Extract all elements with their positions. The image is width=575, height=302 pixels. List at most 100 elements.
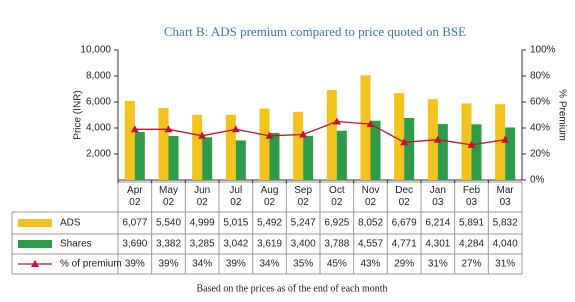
value-label: 34% — [259, 259, 279, 270]
value-label: 6,214 — [425, 218, 450, 229]
y2-tick-label: 100% — [530, 45, 556, 56]
value-label: 6,679 — [392, 218, 417, 229]
marker — [198, 131, 207, 139]
value-label: 5,891 — [459, 218, 484, 229]
value-label: 39% — [125, 259, 145, 270]
x-tick-label: Jan 03 — [429, 185, 446, 208]
x-tick-label: Jul 02 — [229, 185, 243, 208]
x-tick-label: May 02 — [159, 185, 178, 208]
legend-label: Shares — [60, 239, 92, 250]
y2-tick-label: 60% — [530, 97, 550, 108]
value-label: 5,247 — [291, 218, 316, 229]
y-tick-label: 2,000 — [86, 149, 111, 160]
x-tick-label: Aug 02 — [260, 185, 279, 208]
bar — [495, 104, 506, 180]
value-label: 6,077 — [122, 218, 147, 229]
bar — [360, 75, 371, 180]
y-tick-label: 10,000 — [80, 45, 111, 56]
y-tick-label: 4,000 — [86, 123, 111, 134]
bar — [505, 127, 516, 180]
legend-label: ADS — [60, 218, 81, 229]
marker — [400, 138, 409, 146]
x-tick-label: Nov 02 — [361, 185, 380, 208]
marker — [332, 117, 341, 125]
y2-tick-label: 40% — [530, 123, 550, 134]
bar — [461, 103, 472, 180]
value-label: 5,540 — [156, 218, 181, 229]
value-label: 4,999 — [190, 218, 215, 229]
value-label: 27% — [461, 259, 481, 270]
value-label: 39% — [158, 259, 178, 270]
value-label: 3,619 — [257, 239, 282, 250]
legend-label: % of premium — [60, 259, 122, 270]
bar — [293, 111, 304, 180]
marker — [433, 135, 442, 143]
value-label: 4,557 — [358, 239, 383, 250]
bar — [303, 135, 314, 180]
legend-swatch — [18, 240, 52, 248]
value-label: 3,382 — [156, 239, 181, 250]
x-tick-label: Sep 02 — [294, 185, 313, 208]
y-tick-label: 8,000 — [86, 71, 111, 82]
bar — [225, 114, 236, 180]
marker — [164, 125, 173, 133]
bar — [235, 140, 246, 180]
x-tick-label: Feb 03 — [462, 185, 481, 208]
y-axis-label: Price (INR) — [73, 90, 84, 139]
bar — [202, 137, 213, 180]
value-label: 29% — [394, 259, 414, 270]
x-tick-label: Mar 03 — [496, 185, 514, 208]
value-label: 31% — [428, 259, 448, 270]
bar — [394, 93, 405, 180]
value-label: 3,788 — [324, 239, 349, 250]
line — [134, 120, 506, 146]
x-tick-label: Oct 02 — [329, 185, 345, 208]
value-label: 3,400 — [291, 239, 316, 250]
value-label: 39% — [226, 259, 246, 270]
value-label: 35% — [293, 259, 313, 270]
bar — [336, 130, 347, 180]
bar — [326, 89, 337, 180]
bar — [437, 124, 448, 180]
value-label: 5,492 — [257, 218, 282, 229]
bar — [192, 115, 203, 180]
note: Based on the prices as of the end of eac… — [196, 283, 387, 294]
value-label: 34% — [192, 259, 212, 270]
bar — [259, 108, 270, 180]
bar — [134, 132, 145, 180]
value-label: 3,690 — [122, 239, 147, 250]
marker — [231, 125, 240, 133]
value-label: 4,284 — [459, 239, 484, 250]
value-label: 45% — [327, 259, 347, 270]
x-tick-label: Apr 02 — [127, 185, 143, 208]
marker — [265, 131, 274, 139]
value-label: 6,925 — [324, 218, 349, 229]
marker — [467, 140, 476, 148]
y2-tick-label: 0% — [530, 175, 545, 186]
marker — [501, 135, 510, 143]
bar — [471, 124, 482, 180]
bar — [124, 100, 135, 180]
y-tick-label: 6,000 — [86, 97, 111, 108]
value-label: 4,301 — [425, 239, 450, 250]
y2-tick-label: 20% — [530, 149, 550, 160]
value-label: 31% — [495, 259, 515, 270]
bar — [158, 107, 169, 180]
bar — [168, 136, 179, 180]
y2-tick-label: 80% — [530, 71, 550, 82]
bar — [404, 117, 415, 180]
chart-title: Chart B: ADS premium compared to price q… — [164, 24, 466, 39]
value-label: 3,285 — [190, 239, 215, 250]
marker — [130, 125, 139, 133]
y2-axis-label: % Premium — [556, 89, 567, 141]
value-label: 43% — [360, 259, 380, 270]
x-tick-label: Dec 02 — [395, 185, 414, 208]
marker — [299, 130, 308, 138]
marker — [366, 120, 375, 128]
value-label: 4,040 — [493, 239, 518, 250]
value-label: 5,015 — [223, 218, 248, 229]
bar — [269, 132, 280, 180]
legend-marker — [31, 260, 39, 267]
